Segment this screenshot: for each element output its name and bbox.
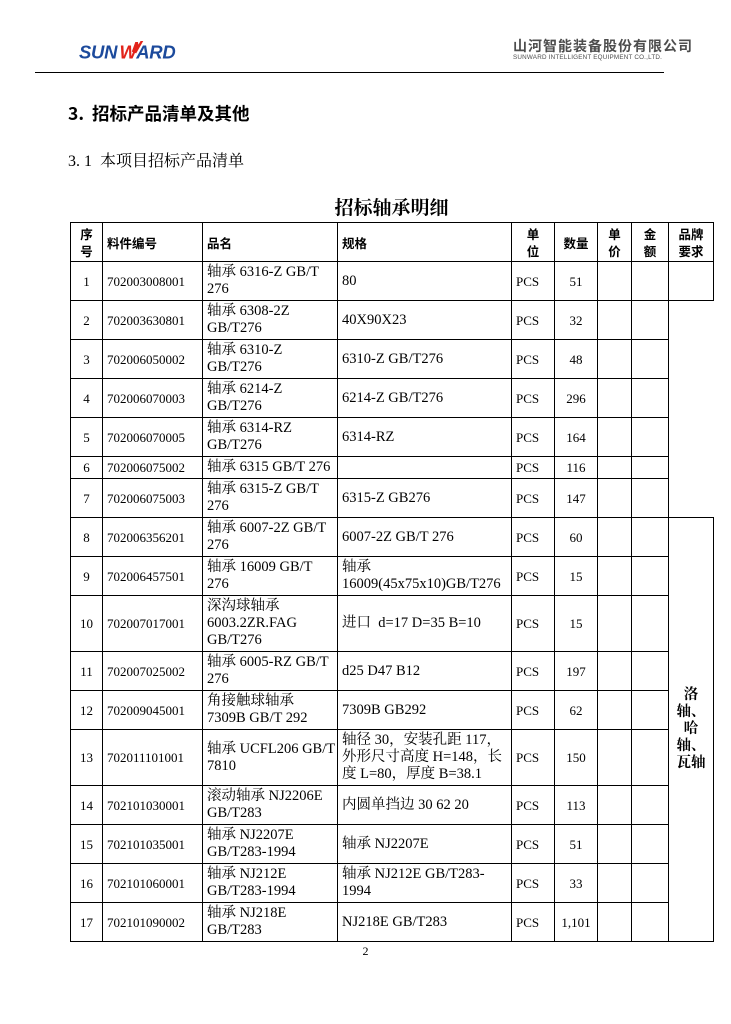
svg-text:ARD: ARD: [135, 42, 175, 63]
svg-text:SUN: SUN: [79, 42, 118, 63]
